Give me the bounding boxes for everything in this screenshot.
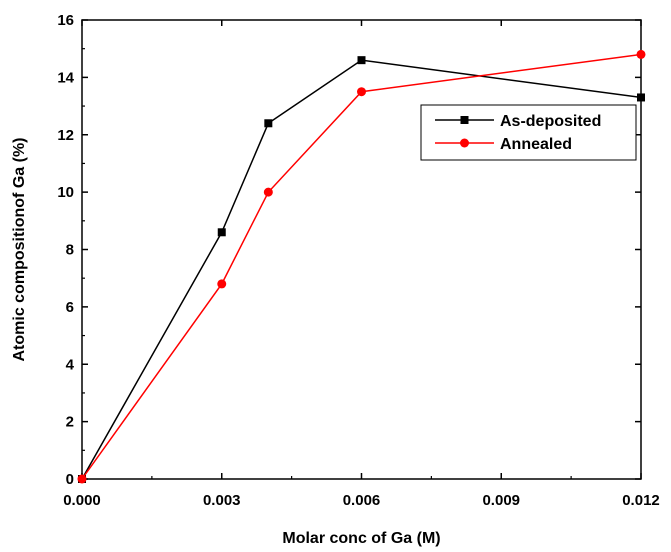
data-point-as-deposited xyxy=(217,228,226,237)
legend-label-annealed: Annealed xyxy=(500,136,572,153)
x-tick-label: 0.006 xyxy=(343,492,381,509)
data-point-annealed xyxy=(77,474,87,484)
y-tick-label: 0 xyxy=(66,471,74,488)
y-axis-title: Atomic compositionof Ga (%) xyxy=(11,138,28,362)
data-point-annealed xyxy=(636,49,646,59)
legend-marker-annealed xyxy=(460,138,469,148)
y-tick-label: 14 xyxy=(57,69,74,86)
y-tick-label: 2 xyxy=(66,414,74,431)
data-point-as-deposited xyxy=(637,93,645,102)
x-tick-label: 0.012 xyxy=(622,492,660,509)
data-point-as-deposited xyxy=(264,119,273,128)
y-tick-label: 12 xyxy=(57,127,74,144)
y-tick-label: 10 xyxy=(57,184,74,201)
legend: As-deposited Annealed xyxy=(420,104,637,161)
x-tick-label: 0.003 xyxy=(203,492,241,509)
x-tick-label: 0.000 xyxy=(63,492,101,509)
data-point-annealed xyxy=(263,187,273,197)
x-axis-title: Molar conc of Ga (M) xyxy=(282,530,440,547)
legend-label-as-deposited: As-deposited xyxy=(500,113,601,130)
y-tick-label: 16 xyxy=(57,12,74,29)
legend-marker-as-deposited xyxy=(460,116,469,124)
x-tick-label: 0.009 xyxy=(482,492,520,509)
y-tick-label: 4 xyxy=(66,356,75,373)
legend-box xyxy=(420,104,637,161)
y-tick-label: 6 xyxy=(66,299,74,316)
data-point-annealed xyxy=(217,279,227,289)
series-layer xyxy=(77,49,646,484)
data-point-as-deposited xyxy=(357,56,366,65)
axis-ticks: 0.000 0.003 0.006 0.009 0.012 0 2 4 6 8 10 12 14 16 xyxy=(57,12,659,509)
y-tick-label: 8 xyxy=(66,242,74,259)
data-point-annealed xyxy=(357,87,366,97)
